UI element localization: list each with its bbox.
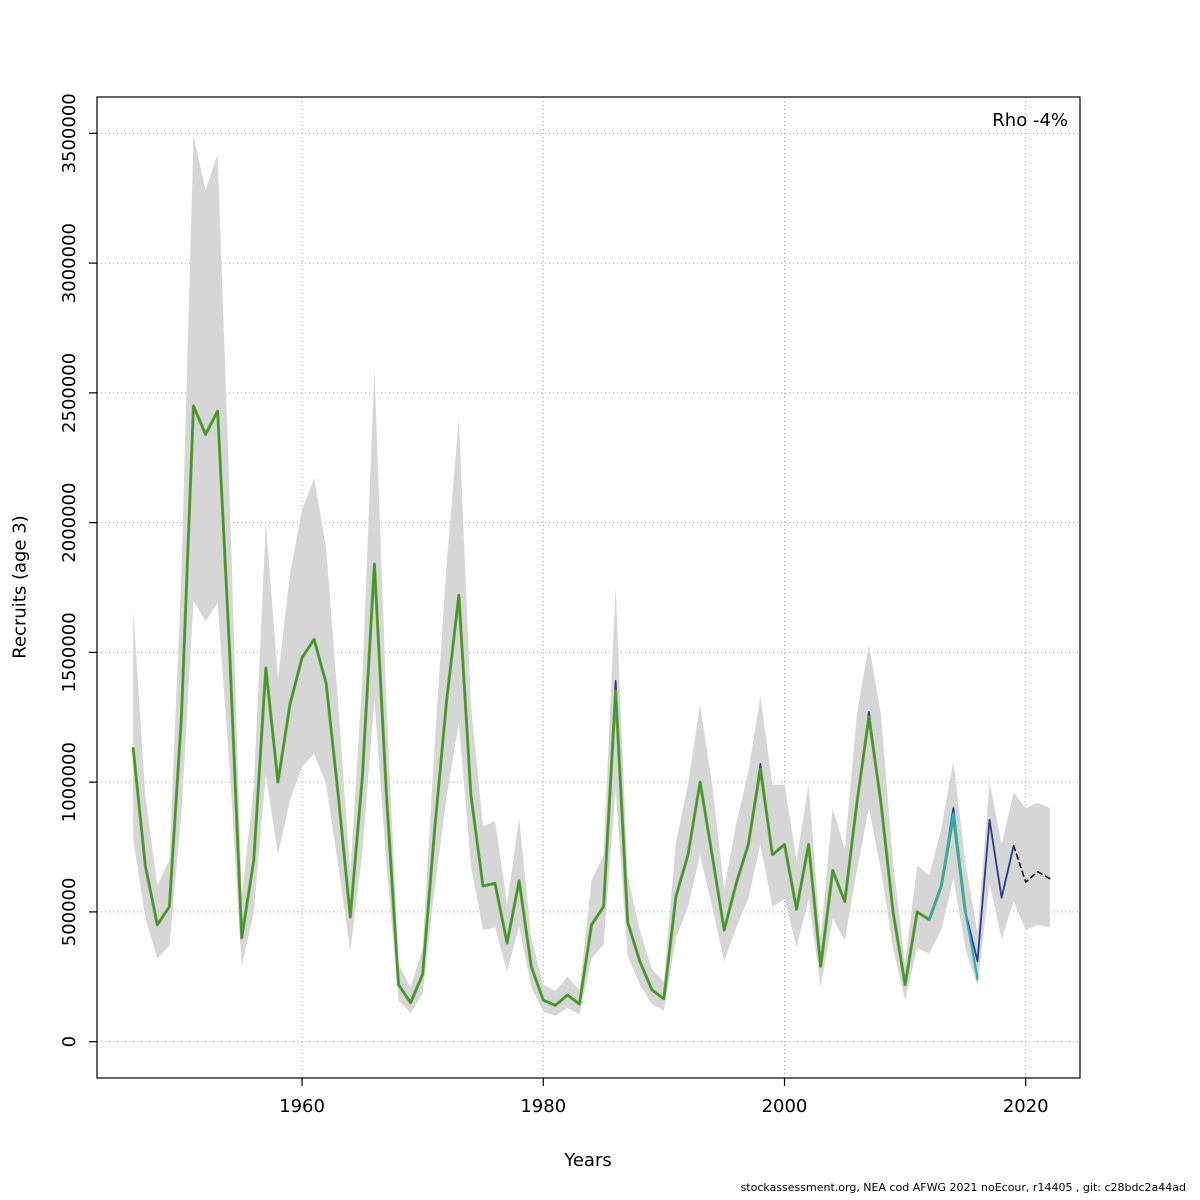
svg-text:3000000: 3000000 <box>59 223 80 303</box>
svg-text:1980: 1980 <box>520 1096 566 1117</box>
svg-text:3500000: 3500000 <box>59 93 80 173</box>
svg-text:2000000: 2000000 <box>59 483 80 563</box>
svg-text:1960: 1960 <box>279 1096 325 1117</box>
y-axis-title: Recruits (age 3) <box>9 515 31 659</box>
svg-text:1500000: 1500000 <box>59 612 80 692</box>
rho-annotation: Rho -4% <box>992 110 1068 131</box>
svg-text:0: 0 <box>59 1036 80 1047</box>
footer-caption: stockassessment.org, NEA cod AFWG 2021 n… <box>740 1181 1186 1194</box>
x-axis-title: Years <box>564 1150 612 1171</box>
svg-text:1000000: 1000000 <box>59 742 80 822</box>
svg-text:500000: 500000 <box>59 878 80 947</box>
svg-text:2000: 2000 <box>762 1096 808 1117</box>
svg-text:2020: 2020 <box>1003 1096 1049 1117</box>
svg-text:2500000: 2500000 <box>59 353 80 433</box>
